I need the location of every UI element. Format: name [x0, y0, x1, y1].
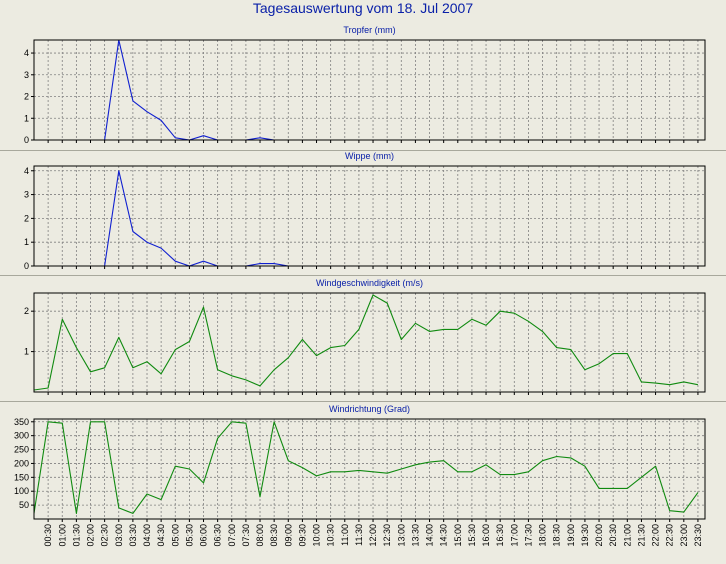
x-tick-label: 08:30 — [269, 524, 279, 547]
plot-frame — [33, 292, 706, 393]
panel-divider — [0, 275, 726, 276]
x-tick-label: 06:00 — [199, 524, 209, 547]
x-tick-label: 01:30 — [71, 524, 81, 547]
x-tick-label: 11:30 — [354, 524, 364, 546]
x-tick-label: 19:00 — [566, 524, 576, 547]
x-tick-label: 18:00 — [538, 524, 548, 547]
chart-title: Wippe (mm) — [345, 151, 394, 161]
x-tick-label: 07:00 — [227, 524, 237, 547]
x-tick-label: 09:30 — [297, 524, 307, 547]
x-tick-label: 10:00 — [312, 524, 322, 547]
y-tick-label: 0 — [24, 135, 29, 145]
y-tick-label: 1 — [24, 347, 29, 357]
plot-frame — [33, 165, 706, 267]
y-tick-label: 1 — [24, 113, 29, 123]
plot-area — [34, 166, 705, 266]
page-title: Tagesauswertung vom 18. Jul 2007 — [252, 0, 474, 16]
x-tick-label: 20:00 — [594, 524, 604, 547]
y-tick-label: 3 — [24, 70, 29, 80]
x-tick-label: 05:00 — [170, 524, 180, 547]
x-tick-label: 12:30 — [382, 524, 392, 547]
x-tick-label: 12:00 — [368, 524, 378, 547]
x-tick-label: 15:00 — [453, 524, 463, 547]
y-tick-label: 200 — [14, 458, 29, 468]
x-tick-label: 09:00 — [283, 524, 293, 547]
x-tick-label: 21:00 — [622, 524, 632, 547]
plot-area — [34, 293, 705, 392]
x-tick-label: 23:30 — [693, 524, 703, 547]
panel-divider — [0, 401, 726, 402]
x-tick-label: 23:00 — [679, 524, 689, 547]
x-tick-label: 06:30 — [213, 524, 223, 547]
y-tick-label: 4 — [24, 166, 29, 176]
y-tick-label: 350 — [14, 417, 29, 427]
x-tick-label: 16:00 — [481, 524, 491, 547]
series-line — [33, 421, 699, 514]
x-tick-label: 11:00 — [340, 524, 350, 546]
x-tick-label: 18:30 — [552, 524, 562, 547]
x-tick-label: 03:30 — [128, 524, 138, 547]
x-tick-label: 21:30 — [636, 524, 646, 547]
x-tick-label: 00:30 — [43, 524, 53, 547]
x-tick-label: 02:00 — [86, 524, 96, 547]
y-tick-label: 0 — [24, 261, 29, 271]
x-tick-label: 04:30 — [156, 524, 166, 547]
panel-divider — [0, 150, 726, 151]
series-line — [33, 294, 699, 391]
x-tick-label: 13:30 — [410, 524, 420, 547]
y-tick-label: 4 — [24, 48, 29, 58]
y-tick-label: 300 — [14, 431, 29, 441]
x-tick-label: 04:00 — [142, 524, 152, 547]
x-tick-label: 14:00 — [425, 524, 435, 547]
y-tick-label: 2 — [24, 213, 29, 223]
plot-area — [34, 40, 705, 140]
x-tick-label: 02:30 — [100, 524, 110, 547]
chart-title: Windgeschwindigkeit (m/s) — [316, 278, 423, 288]
x-tick-label: 05:30 — [184, 524, 194, 547]
x-tick-label: 10:30 — [326, 524, 336, 547]
x-tick-label: 15:30 — [467, 524, 477, 547]
y-tick-label: 1 — [24, 237, 29, 247]
y-tick-label: 100 — [14, 486, 29, 496]
y-tick-label: 2 — [24, 92, 29, 102]
x-tick-label: 22:00 — [651, 524, 661, 547]
x-tick-label: 19:30 — [580, 524, 590, 547]
chart-title: Windrichtung (Grad) — [329, 404, 410, 414]
y-tick-label: 250 — [14, 445, 29, 455]
plot-area — [34, 419, 705, 519]
x-tick-label: 17:00 — [509, 524, 519, 547]
y-tick-label: 2 — [24, 306, 29, 316]
x-tick-label: 03:00 — [114, 524, 124, 547]
y-tick-label: 3 — [24, 190, 29, 200]
x-tick-label: 20:30 — [608, 524, 618, 547]
plot-frame — [33, 39, 706, 141]
x-tick-label: 08:00 — [255, 524, 265, 547]
x-tick-label: 16:30 — [495, 524, 505, 547]
chart-title: Tropfer (mm) — [343, 25, 395, 35]
x-tick-label: 01:00 — [57, 524, 67, 547]
x-tick-label: 13:00 — [396, 524, 406, 547]
plot-frame — [33, 418, 706, 520]
x-tick-label: 07:30 — [241, 524, 251, 547]
x-tick-label: 14:30 — [439, 524, 449, 547]
y-tick-label: 50 — [19, 500, 29, 510]
x-tick-label: 22:30 — [665, 524, 675, 547]
x-tick-label: 17:30 — [523, 524, 533, 547]
y-tick-label: 150 — [14, 472, 29, 482]
